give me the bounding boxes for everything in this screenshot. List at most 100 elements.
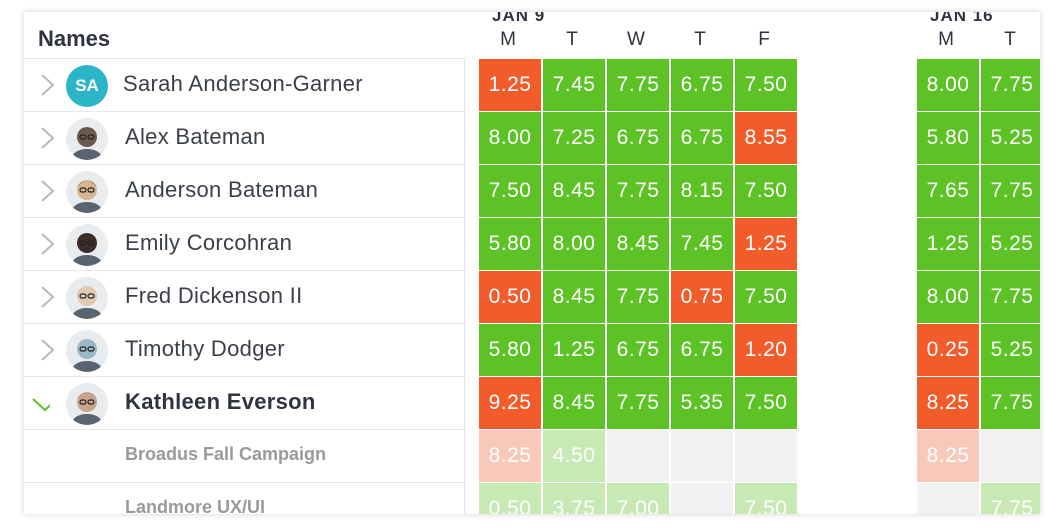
hours-cell[interactable]: 7.75	[981, 483, 1040, 514]
hours-cell[interactable]: 7.50	[735, 377, 797, 429]
chevron-right-icon[interactable]	[38, 285, 56, 309]
hours-cell[interactable]: 7.25	[543, 112, 605, 164]
hours-cell[interactable]: 7.75	[981, 165, 1040, 217]
person-name: Emily Corcohran	[125, 230, 293, 255]
hours-cell[interactable]: 0.50	[479, 271, 541, 323]
hours-cell[interactable]: 1.25	[479, 59, 541, 111]
hours-cell[interactable]: 8.45	[607, 218, 669, 270]
hours-cell[interactable]: 1.25	[917, 218, 979, 270]
person-row[interactable]: SA Sarah Anderson-Garner	[24, 58, 464, 112]
hours-cell[interactable]: 7.75	[607, 271, 669, 323]
person-name: Anderson Bateman	[125, 177, 319, 202]
hours-cell[interactable]: 7.50	[735, 165, 797, 217]
hours-cell[interactable]: 1.20	[735, 324, 797, 376]
hours-cell[interactable]: 5.80	[917, 112, 979, 164]
hours-cell[interactable]: 7.75	[981, 271, 1040, 323]
project-row[interactable]: Landmore UX/UI	[24, 482, 464, 514]
avatar-photo	[66, 224, 108, 266]
chevron-right-icon[interactable]	[38, 73, 56, 97]
hours-cell[interactable]: 7.75	[981, 59, 1040, 111]
hours-cell[interactable]: 1.25	[735, 218, 797, 270]
hours-cell[interactable]: 7.75	[607, 165, 669, 217]
person-row[interactable]: Anderson Bateman	[24, 164, 464, 218]
hours-cell[interactable]: 8.45	[543, 271, 605, 323]
hours-cell[interactable]: 6.75	[607, 112, 669, 164]
person-row[interactable]: Alex Bateman	[24, 111, 464, 165]
hours-cell[interactable]: 1.25	[543, 324, 605, 376]
hours-cell[interactable]: 8.45	[543, 377, 605, 429]
chevron-right-icon[interactable]	[38, 126, 56, 150]
day-label: M	[500, 29, 516, 50]
day-label: W	[627, 29, 645, 50]
day-label: T	[694, 29, 706, 50]
hours-cell[interactable]: 7.00	[607, 483, 669, 514]
hours-cell[interactable]: 8.00	[917, 271, 979, 323]
hours-cell[interactable]: 5.25	[981, 112, 1040, 164]
hours-cell[interactable]: 4.50	[543, 430, 605, 482]
person-row[interactable]: Fred Dickenson II	[24, 270, 464, 324]
person-row[interactable]: Kathleen Everson	[24, 376, 464, 430]
names-column-divider	[464, 58, 465, 514]
hours-cell[interactable]: 7.45	[543, 59, 605, 111]
chevron-right-icon[interactable]	[38, 179, 56, 203]
week-label-jan-16: JAN 16	[930, 12, 994, 25]
hours-cell[interactable]: 7.50	[735, 483, 797, 514]
empty-hours-cell[interactable]	[671, 483, 733, 514]
hours-cell[interactable]: 8.25	[917, 430, 979, 482]
empty-hours-cell[interactable]	[981, 430, 1040, 482]
day-label: F	[758, 29, 770, 50]
day-label: T	[1004, 29, 1016, 50]
avatar-photo	[66, 330, 108, 372]
hours-cell[interactable]: 6.75	[607, 324, 669, 376]
hours-cell[interactable]: 8.00	[917, 59, 979, 111]
hours-cell[interactable]: 6.75	[671, 112, 733, 164]
week-label-jan-9: JAN 9	[492, 12, 546, 25]
hours-cell[interactable]: 5.25	[981, 218, 1040, 270]
names-column-header[interactable]: Names	[38, 26, 111, 51]
person-name: Alex Bateman	[125, 124, 266, 149]
person-row[interactable]: Timothy Dodger	[24, 323, 464, 377]
hours-cell[interactable]: 5.80	[479, 324, 541, 376]
hours-cell[interactable]: 0.25	[917, 324, 979, 376]
hours-cell[interactable]: 7.50	[735, 271, 797, 323]
hours-cell[interactable]: 8.00	[479, 112, 541, 164]
chevron-down-icon[interactable]	[32, 395, 50, 419]
hours-cell[interactable]: 7.75	[981, 377, 1040, 429]
hours-cell[interactable]: 8.15	[671, 165, 733, 217]
hours-cell[interactable]: 5.35	[671, 377, 733, 429]
chevron-right-icon[interactable]	[38, 232, 56, 256]
project-row[interactable]: Broadus Fall Campaign	[24, 429, 464, 483]
hours-cell[interactable]: 0.50	[479, 483, 541, 514]
hours-cell[interactable]: 8.55	[735, 112, 797, 164]
hours-cell[interactable]: 3.75	[543, 483, 605, 514]
hours-cell[interactable]: 8.25	[917, 377, 979, 429]
hours-cell[interactable]: 7.50	[735, 59, 797, 111]
hours-cell[interactable]: 7.75	[607, 59, 669, 111]
hours-cell[interactable]: 9.25	[479, 377, 541, 429]
chevron-right-icon[interactable]	[38, 338, 56, 362]
person-name: Timothy Dodger	[125, 336, 285, 361]
empty-hours-cell[interactable]	[671, 430, 733, 482]
empty-hours-cell[interactable]	[735, 430, 797, 482]
avatar-photo	[66, 383, 108, 425]
hours-cell[interactable]: 5.80	[479, 218, 541, 270]
hours-cell[interactable]: 5.25	[981, 324, 1040, 376]
hours-cell[interactable]: 8.45	[543, 165, 605, 217]
person-name: Fred Dickenson II	[125, 283, 303, 308]
hours-cell[interactable]: 7.50	[479, 165, 541, 217]
empty-hours-cell[interactable]	[607, 430, 669, 482]
hours-cell[interactable]: 6.75	[671, 59, 733, 111]
hours-cell[interactable]: 7.75	[607, 377, 669, 429]
hours-cell[interactable]: 7.65	[917, 165, 979, 217]
hours-cell[interactable]: 6.75	[671, 324, 733, 376]
hours-cell[interactable]: 0.75	[671, 271, 733, 323]
hours-cell[interactable]: 7.45	[671, 218, 733, 270]
hours-cell[interactable]: 8.25	[479, 430, 541, 482]
project-name: Broadus Fall Campaign	[125, 444, 327, 464]
hours-cell[interactable]: 8.00	[543, 218, 605, 270]
project-name: Landmore UX/UI	[125, 497, 266, 514]
timesheet-card: Names JAN 9 JAN 16 M T W T F M T SA Sarah…	[24, 12, 1040, 514]
person-row[interactable]: Emily Corcohran	[24, 217, 464, 271]
empty-hours-cell[interactable]	[917, 483, 979, 514]
day-label: T	[566, 29, 578, 50]
